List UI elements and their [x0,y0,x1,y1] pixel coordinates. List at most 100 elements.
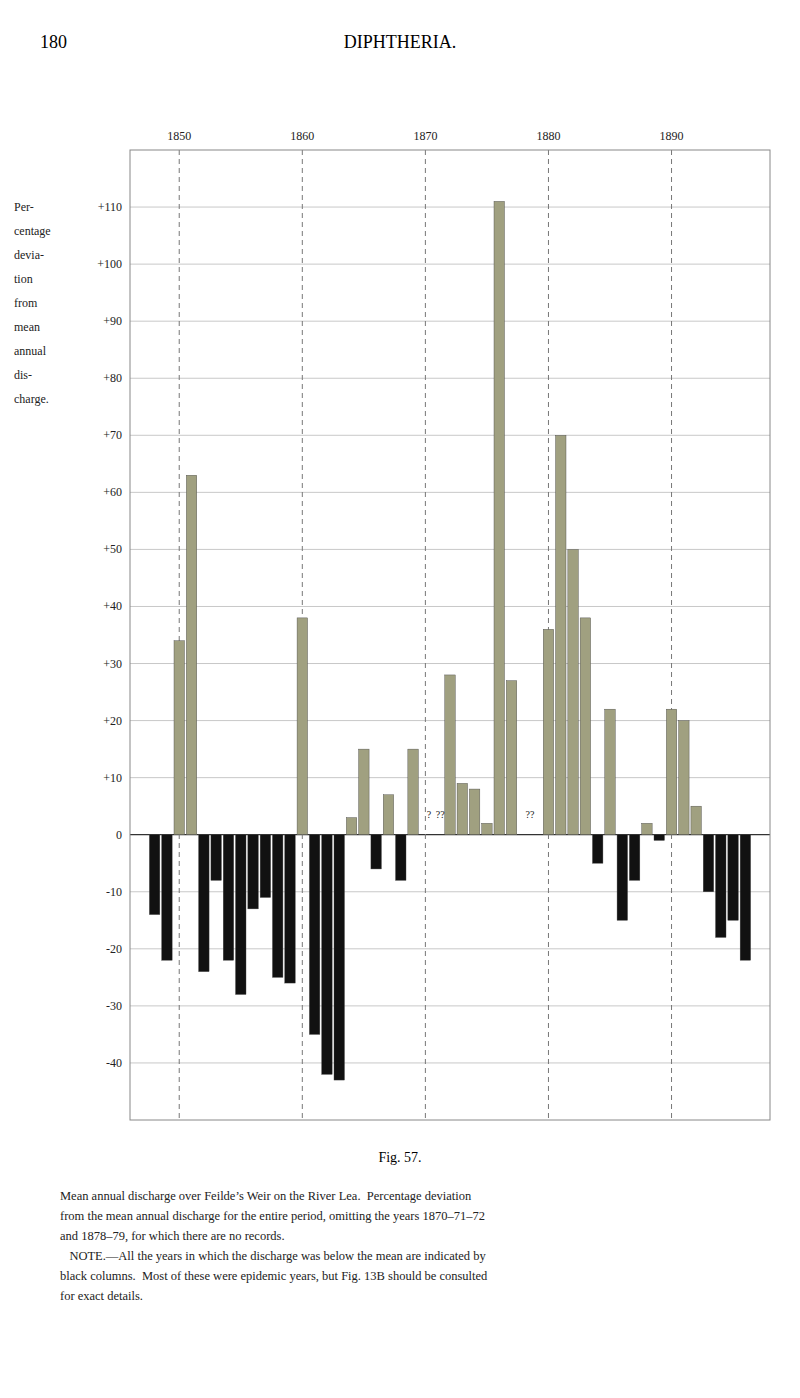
bars [149,201,750,1080]
y-tick-label: 0 [116,828,122,842]
y-label-line: centage [14,224,51,238]
bar [728,835,738,921]
y-tick-label: +100 [97,257,122,271]
y-grid-line [130,207,770,208]
y-grid-line [130,264,770,265]
bar [248,835,258,909]
bar [482,823,492,834]
bar [617,835,627,921]
bar [260,835,270,898]
bar [149,835,159,915]
y-grid-line [130,663,770,664]
y-label-line: from [14,296,38,310]
y-grid-line [130,492,770,493]
y-tick-label: +20 [103,714,122,728]
chart: 180DIPHTHERIA.-40-30-20-100+10+20+30+40+… [0,0,800,1398]
y-tick-label: +40 [103,599,122,613]
annotations: ????? [427,809,535,820]
bar [334,835,344,1080]
y-tick-label: +10 [103,771,122,785]
bar [716,835,726,938]
caption-line: from the mean annual discharge for the e… [60,1209,485,1223]
bar [469,789,479,835]
x-ticks: 18501860187018801890 [167,129,683,1120]
bar [629,835,639,881]
title: DIPHTHERIA. [344,32,457,52]
annotation: ? [427,809,432,820]
y-grid-line [130,378,770,379]
bar [494,201,504,834]
x-tick-label: 1880 [536,129,560,143]
bar [556,435,566,834]
bar [285,835,295,983]
x-tick-label: 1870 [413,129,437,143]
bar [223,835,233,961]
y-tick-label: +50 [103,542,122,556]
x-tick-label: 1850 [167,129,191,143]
caption-line: and 1878–79, for which there are no reco… [60,1229,285,1243]
bar [359,749,369,835]
bar [272,835,282,978]
bar [211,835,221,881]
y-grid-line [130,435,770,436]
bar [642,823,652,834]
bar [691,806,701,835]
y-tick-label: -20 [106,942,122,956]
y-label-line: annual [14,344,47,358]
y-tick-label: +70 [103,428,122,442]
bar [396,835,406,881]
y-label-line: charge. [14,392,49,406]
bar [408,749,418,835]
bar [346,818,356,835]
bar [309,835,319,1035]
y-tick-labels: -40-30-20-100+10+20+30+40+50+60+70+80+90… [97,200,122,1070]
caption: Mean annual discharge over Feilde’s Weir… [60,1189,488,1303]
y-grid-line [130,321,770,322]
y-label: Per-centage devia-tion from mean annual dis-c… [14,200,51,406]
annotation: ?? [436,809,445,820]
plot-frame [130,150,770,1120]
bar [174,641,184,835]
caption-line: for exact details. [60,1289,143,1303]
y-tick-label: +80 [103,371,122,385]
bar [543,629,553,834]
bar [383,795,393,835]
bar [297,618,307,835]
bar [186,475,196,834]
y-grid-line [130,606,770,607]
bar [568,549,578,834]
bar [322,835,332,1075]
caption-line: black columns. Most of these were epidem… [60,1269,488,1283]
bar [371,835,381,869]
bar [592,835,602,864]
bar [666,709,676,835]
y-label-line: Per- [14,200,34,214]
y-tick-label: -10 [106,885,122,899]
annotation: ?? [526,809,535,820]
y-tick-label: -30 [106,999,122,1013]
bar [199,835,209,972]
x-grid-line [179,150,180,1120]
y-tick-label: -40 [106,1056,122,1070]
bar [679,721,689,835]
y-grid-line [130,1062,770,1063]
y-grid-line [130,549,770,550]
y-label-line: tion [14,272,33,286]
bar [580,618,590,835]
bar [703,835,713,892]
x-tick-label: 1860 [290,129,314,143]
bar [236,835,246,995]
y-grid-line [130,1005,770,1006]
x-grid-line [671,150,672,1120]
y-label-line: mean [14,320,40,334]
y-tick-label: +60 [103,485,122,499]
y-tick-label: +90 [103,314,122,328]
bar [445,675,455,835]
y-tick-label: +110 [98,200,122,214]
grid [130,207,770,1063]
y-label-line: dis- [14,368,32,382]
bar [605,709,615,835]
bar [740,835,750,961]
caption-line: Mean annual discharge over Feilde’s Weir… [60,1189,472,1203]
y-label-line: devia- [14,248,44,262]
